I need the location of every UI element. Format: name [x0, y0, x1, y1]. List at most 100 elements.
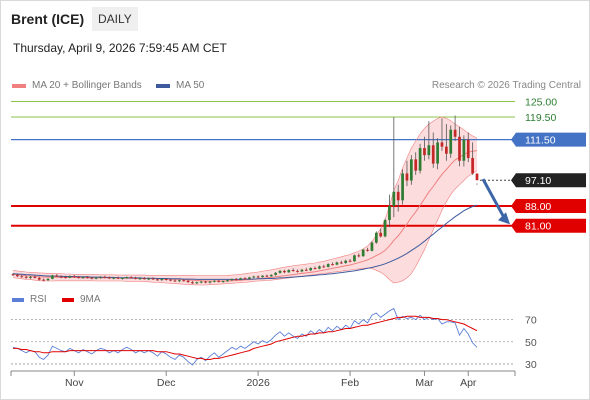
candle: [449, 125, 453, 158]
level-labels-layer: 125.00 119.50 111.50 97.10 88.00 81.00: [511, 96, 586, 233]
candle-body: [296, 270, 299, 272]
candle: [107, 276, 111, 280]
candle-body: [269, 274, 273, 277]
rsi-tick-50: 50: [525, 337, 537, 349]
bollinger-upper-line: [12, 116, 478, 277]
candle: [318, 265, 321, 270]
candle-body: [313, 268, 317, 270]
candle: [116, 276, 120, 280]
candle: [475, 173, 479, 185]
candle-body: [331, 264, 334, 266]
candle: [81, 276, 85, 279]
candle: [283, 269, 286, 274]
candle-body: [418, 148, 422, 171]
legend-ma50-label: MA 50: [176, 80, 205, 91]
candle: [173, 279, 177, 282]
candle-body: [125, 277, 129, 279]
candle: [304, 267, 308, 272]
candle-body: [414, 159, 418, 171]
candle: [208, 281, 212, 284]
candle: [213, 280, 216, 283]
candle-body: [151, 278, 155, 280]
legend-bollinger-label: MA 20 + Bollinger Bands: [32, 80, 142, 91]
rsi-layer: 30 50 70: [11, 307, 537, 371]
candle: [217, 279, 221, 283]
candle: [409, 155, 413, 185]
candle-body: [199, 281, 203, 283]
candle: [269, 274, 273, 277]
candle: [51, 274, 54, 280]
candle-body: [458, 136, 461, 161]
level-label-125-00: 125.00: [525, 96, 557, 108]
candle: [156, 278, 159, 281]
candle-body: [112, 277, 116, 279]
candle: [466, 132, 470, 163]
candle-body: [239, 278, 242, 280]
candle: [445, 124, 448, 161]
candle-body: [427, 145, 431, 156]
candle: [204, 280, 207, 284]
candle-body: [204, 281, 207, 283]
level-tag-111-50: [511, 132, 586, 147]
candle-body: [156, 279, 159, 281]
candle-body: [318, 266, 321, 269]
candle-body: [401, 173, 404, 201]
time-tick-label-dec: Dec: [157, 377, 176, 389]
candle-body: [59, 276, 63, 278]
candle: [169, 278, 172, 282]
candle-body: [116, 277, 120, 279]
candle-body: [42, 279, 45, 281]
candle: [296, 269, 299, 273]
candle-body: [243, 278, 247, 280]
candle-body: [147, 278, 151, 280]
period-badge[interactable]: DAILY: [92, 7, 138, 31]
candle: [33, 275, 37, 279]
candle-body: [16, 274, 19, 277]
candle-body: [252, 276, 256, 278]
candle-body: [230, 279, 234, 281]
candle: [396, 184, 400, 212]
candle: [99, 276, 102, 279]
candle-body: [134, 277, 137, 279]
candle: [458, 126, 461, 167]
candle-body: [283, 270, 286, 273]
candle: [392, 117, 396, 218]
candle-body: [186, 280, 190, 283]
candle-body: [274, 272, 277, 275]
candle: [234, 277, 238, 281]
legend-bollinger: MA 20 + Bollinger Bands: [12, 80, 142, 91]
candle-body: [265, 275, 269, 277]
candle-body: [344, 260, 348, 263]
candle: [331, 262, 334, 266]
candle: [471, 142, 474, 175]
candle: [353, 254, 356, 262]
candle: [64, 275, 67, 279]
candle: [186, 279, 190, 283]
candle-body: [300, 269, 304, 272]
candle: [374, 231, 378, 244]
candle: [326, 263, 330, 268]
instrument-title: Brent (ICE): [11, 11, 85, 27]
candle: [322, 264, 326, 268]
candle-body: [33, 276, 37, 278]
research-credit: Research © 2026 Trading Central: [431, 80, 581, 91]
level-tag-97-10: [511, 173, 586, 188]
candle-body: [90, 277, 94, 279]
candle-body: [440, 142, 444, 147]
candle-body: [261, 275, 264, 278]
candle-body: [99, 276, 102, 278]
candle: [335, 261, 339, 266]
candle: [309, 267, 313, 271]
candle-body: [405, 173, 409, 181]
candle-body: [366, 249, 369, 251]
candle-body: [471, 157, 474, 174]
candle: [24, 275, 28, 279]
candle-body: [129, 277, 133, 279]
candle: [265, 274, 269, 278]
candle: [90, 276, 94, 280]
candle-body: [309, 268, 313, 271]
candle: [16, 273, 19, 278]
candle-body: [46, 278, 50, 281]
level-label-81-00: 81.00: [525, 221, 551, 233]
